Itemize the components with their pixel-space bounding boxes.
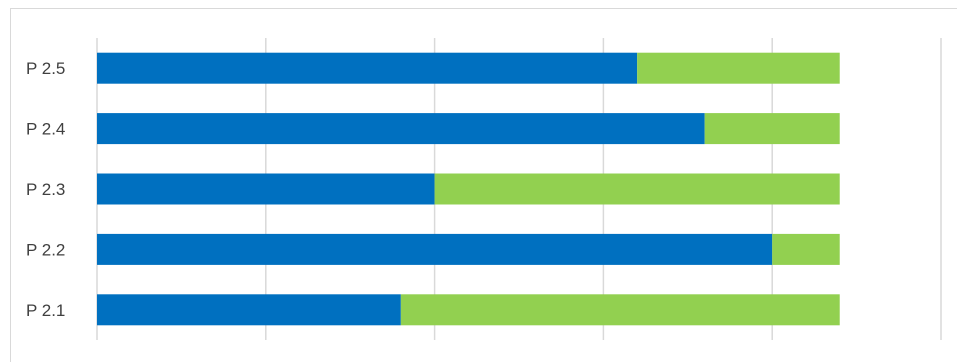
- bars: [97, 52, 840, 326]
- bar-segment-series-2: [704, 113, 840, 145]
- category-tick-label: P 2.5: [26, 59, 65, 78]
- category-tick-label: P 2.2: [26, 240, 65, 259]
- bar-segment-series-2: [772, 233, 840, 265]
- category-tick-label: P 2.4: [26, 120, 65, 139]
- bar-segment-series-2: [400, 294, 840, 326]
- bar-segment-series-1: [97, 173, 435, 205]
- category-tick-label: P 2.1: [26, 301, 65, 320]
- bar-segment-series-2: [637, 52, 840, 84]
- category-labels: P 2.5 P 2.4 P 2.3 P 2.2 P 2.1: [26, 59, 65, 320]
- bar-segment-series-2: [434, 173, 840, 205]
- bar-segment-series-1: [97, 233, 773, 265]
- bar-segment-series-1: [97, 294, 401, 326]
- bar-segment-series-1: [97, 113, 705, 145]
- bar-segment-series-1: [97, 52, 638, 84]
- category-tick-label: P 2.3: [26, 180, 65, 199]
